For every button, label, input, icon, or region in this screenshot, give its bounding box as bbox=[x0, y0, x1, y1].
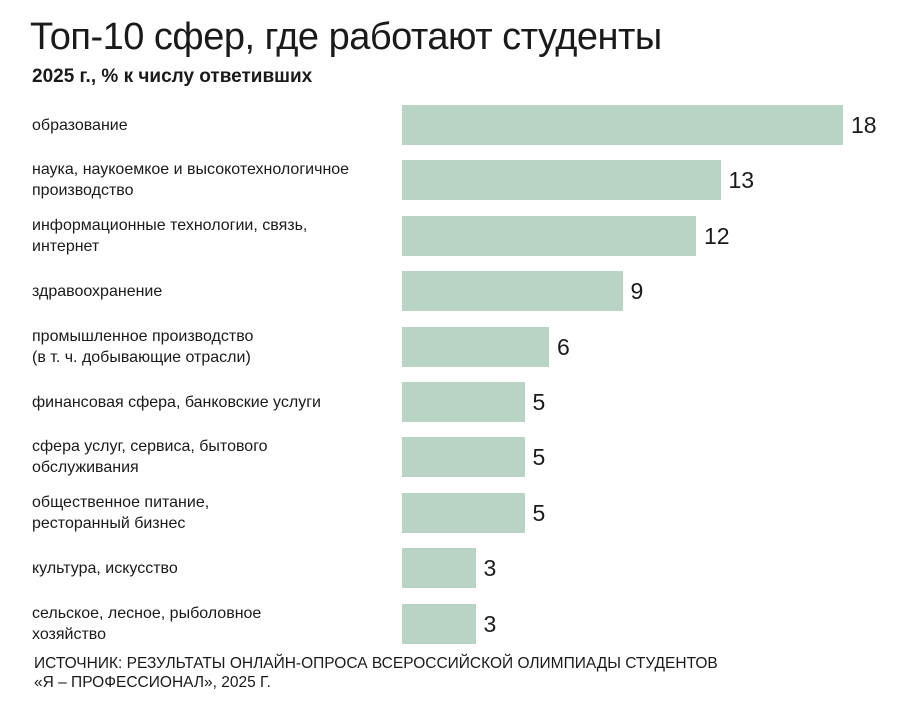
category-label: общественное питание, ресторанный бизнес bbox=[32, 493, 210, 532]
category-label: сельское, лесное, рыболовное хозяйство bbox=[32, 604, 262, 643]
chart-subtitle: 2025 г., % к числу ответивших bbox=[32, 66, 313, 87]
value-label: 5 bbox=[532, 499, 546, 526]
value-label: 6 bbox=[557, 333, 570, 360]
value-label: 5 bbox=[532, 389, 546, 415]
value-label: 18 bbox=[851, 112, 877, 138]
bar bbox=[402, 492, 525, 533]
bar bbox=[402, 603, 476, 644]
category-label: образование bbox=[32, 116, 128, 134]
bar bbox=[402, 271, 623, 312]
category-label: информационные технологии, связь, интерн… bbox=[32, 216, 308, 255]
value-label: 9 bbox=[630, 278, 644, 305]
category-label: культура, искусство bbox=[32, 559, 178, 577]
value-label: 3 bbox=[483, 610, 497, 637]
bar bbox=[402, 215, 696, 256]
category-label: сфера услуг, сервиса, бытового обслужива… bbox=[32, 438, 268, 477]
bar bbox=[402, 105, 843, 145]
source-note: ИСТОЧНИК: РЕЗУЛЬТАТЫ ОНЛАЙН-ОПРОСА ВСЕРО… bbox=[34, 655, 718, 691]
value-label: 5 bbox=[532, 444, 546, 471]
category-label: финансовая сфера, банковские услуги bbox=[32, 393, 321, 411]
bar bbox=[402, 437, 525, 478]
category-label: здравоохранение bbox=[32, 282, 163, 300]
chart-title: Топ-10 сфер, где работают студенты bbox=[30, 16, 662, 58]
bar bbox=[402, 326, 549, 367]
value-label: 13 bbox=[728, 167, 755, 194]
value-label: 12 bbox=[704, 222, 730, 249]
category-label: промышленное производство (в т. ч. добыв… bbox=[32, 327, 254, 366]
bar bbox=[402, 382, 525, 422]
bar bbox=[402, 548, 476, 589]
category-label: наука, наукоемкое и высокотехнологичное … bbox=[32, 161, 350, 200]
bar bbox=[402, 160, 721, 201]
value-label: 3 bbox=[483, 555, 497, 582]
